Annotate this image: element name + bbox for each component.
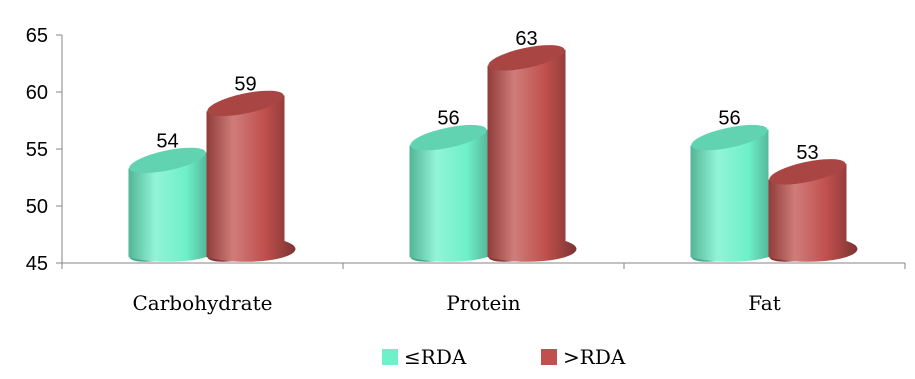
data-labels: 54 59 56 63 56 53 [156,28,818,164]
bars [128,45,858,262]
bar-gt-rda-protein [487,45,577,262]
y-tick-label: 55 [26,139,48,161]
legend-label: ≤RDA [404,345,467,369]
legend: ≤RDA >RDA [382,345,626,369]
legend-swatch [541,349,557,365]
y-tick-label: 50 [26,196,48,218]
data-label-gt-rda-fat: 53 [796,142,818,164]
legend-item-le-rda: ≤RDA [382,345,467,369]
bar-le-rda-fat [690,124,780,262]
bar-le-rda-carbohydrate [128,147,218,262]
data-label-gt-rda-protein: 63 [515,28,537,50]
data-label-le-rda-protein: 56 [437,108,459,130]
y-tick-label: 65 [26,25,48,47]
legend-item-gt-rda: >RDA [541,345,626,369]
axes: 45 50 55 60 65 Carbohydrate Protein Fat [26,25,906,315]
x-tick-label: Protein [446,291,520,315]
data-label-le-rda-carbohydrate: 54 [156,130,178,152]
legend-label: >RDA [563,345,626,369]
bar-le-rda-protein [409,124,499,262]
x-tick-label: Fat [748,291,780,315]
y-tick-label: 45 [26,253,48,275]
bar-gt-rda-carbohydrate [206,90,296,262]
bar-gt-rda-fat [768,159,858,262]
legend-swatch [382,349,398,365]
data-label-gt-rda-carbohydrate: 59 [234,73,256,95]
y-tick-label: 60 [26,82,48,104]
data-label-le-rda-fat: 56 [718,108,740,130]
x-tick-label: Carbohydrate [133,291,273,315]
